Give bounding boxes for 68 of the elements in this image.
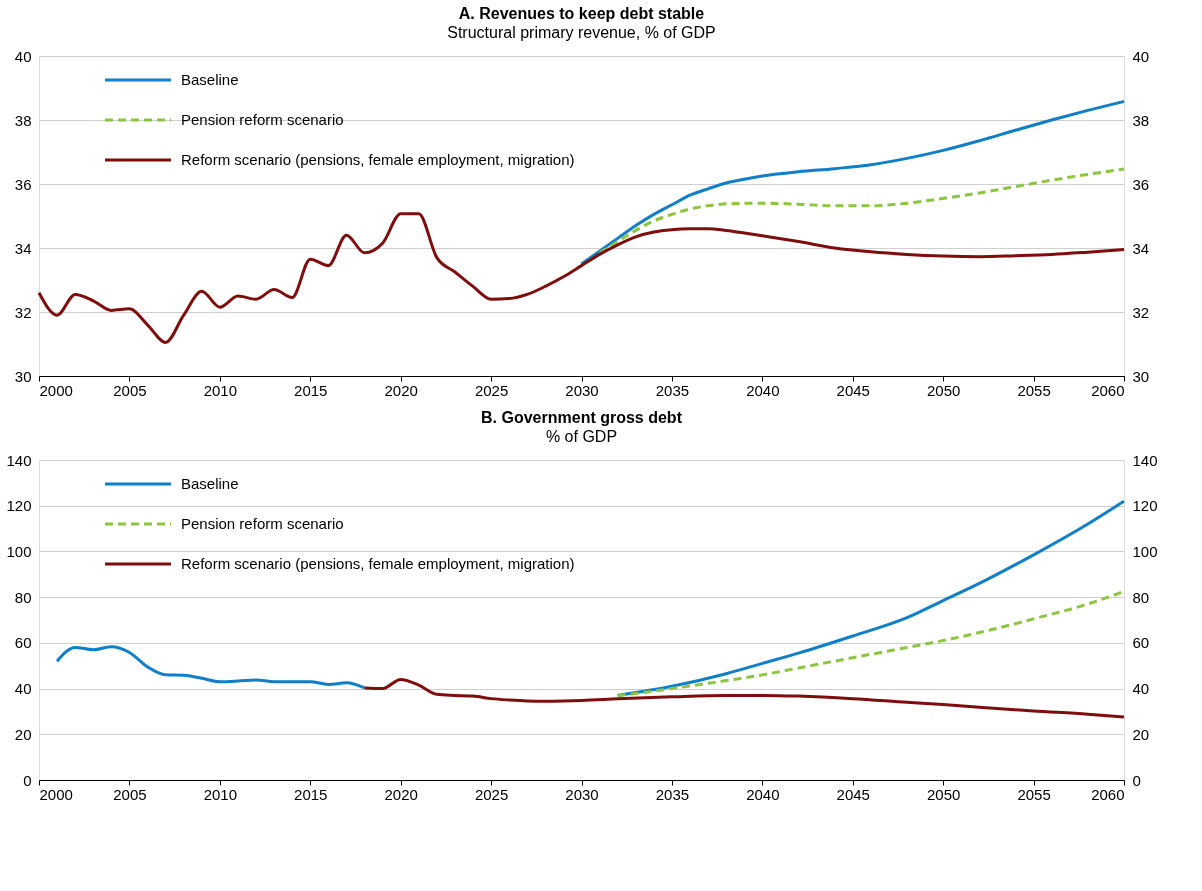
y-tick-label: 32 [14,303,32,321]
y-tick-label: 34 [14,239,32,257]
legend-label: Baseline [181,71,239,88]
y-tick-label: 0 [23,771,32,789]
x-tick-label: 2000 [39,785,73,803]
y-tick-label: 100 [6,542,32,560]
legend-label: Reform scenario (pensions, female employment, migration) [181,151,575,168]
x-tick-label: 2025 [474,381,509,399]
x-tick-label: 2045 [836,785,870,803]
line-series [580,99,1126,266]
chart-subtitle: % of GDP [545,428,618,445]
y2-tick-label: 120 [1132,497,1158,515]
x-tick-label: 2005 [113,381,147,399]
y2-tick-label: 36 [1132,175,1150,193]
x-tick-label: 2060 [1091,785,1125,803]
y2-tick-label: 30 [1132,367,1150,385]
y2-tick-label: 34 [1132,239,1150,257]
y-tick-label: 36 [14,175,32,193]
x-tick-label: 2010 [203,381,238,399]
y2-tick-label: 80 [1132,588,1150,606]
x-tick-label: 2040 [746,785,780,803]
x-tick-label: 2040 [746,381,780,399]
x-tick-label: 2035 [655,785,690,803]
x-tick-label: 2000 [39,381,73,399]
y2-tick-label: 20 [1132,725,1150,743]
legend-label: Baseline [181,475,239,492]
y-tick-label: 60 [14,634,32,652]
x-tick-label: 2050 [926,785,961,803]
x-tick-label: 2020 [384,785,418,803]
y-tick-label: 140 [6,451,32,469]
x-tick-label: 2060 [1091,381,1125,399]
legend-label: Reform scenario (pensions, female employment, migration) [181,555,575,572]
x-tick-label: 2035 [655,381,690,399]
x-tick-label: 2050 [926,381,961,399]
x-tick-label: 2020 [384,381,418,399]
chart-title: A. Revenues to keep debt stable [458,5,705,22]
x-tick-label: 2030 [565,785,599,803]
y-tick-label: 38 [14,111,32,129]
y2-tick-label: 140 [1132,451,1158,469]
x-tick-label: 2030 [565,381,599,399]
x-tick-label: 2005 [113,785,147,803]
x-tick-label: 2015 [294,785,328,803]
x-tick-label: 2055 [1017,381,1051,399]
line-series [37,212,1126,344]
chart-title: B. Government gross debt [481,409,683,426]
x-tick-label: 2025 [474,785,509,803]
x-tick-label: 2010 [203,785,238,803]
y2-tick-label: 60 [1132,634,1150,652]
y-tick-label: 20 [14,725,32,743]
legend-label: Pension reform scenario [181,515,344,532]
y2-tick-label: 0 [1132,771,1141,789]
y-tick-label: 40 [14,680,32,698]
y2-tick-label: 40 [1132,680,1150,698]
y2-tick-label: 32 [1132,303,1150,321]
legend-label: Pension reform scenario [181,111,344,128]
y-tick-label: 30 [14,367,32,385]
y2-tick-label: 100 [1132,542,1158,560]
x-tick-label: 2045 [836,381,870,399]
y-tick-label: 40 [14,47,32,65]
y-tick-label: 80 [14,588,32,606]
x-tick-label: 2015 [294,381,328,399]
chart-subtitle: Structural primary revenue, % of GDP [447,24,716,41]
line-series [598,167,1126,255]
y2-tick-label: 38 [1132,111,1150,129]
line-series [363,677,1126,719]
y-tick-label: 120 [6,497,32,515]
x-tick-label: 2055 [1017,785,1051,803]
y2-tick-label: 40 [1132,47,1150,65]
